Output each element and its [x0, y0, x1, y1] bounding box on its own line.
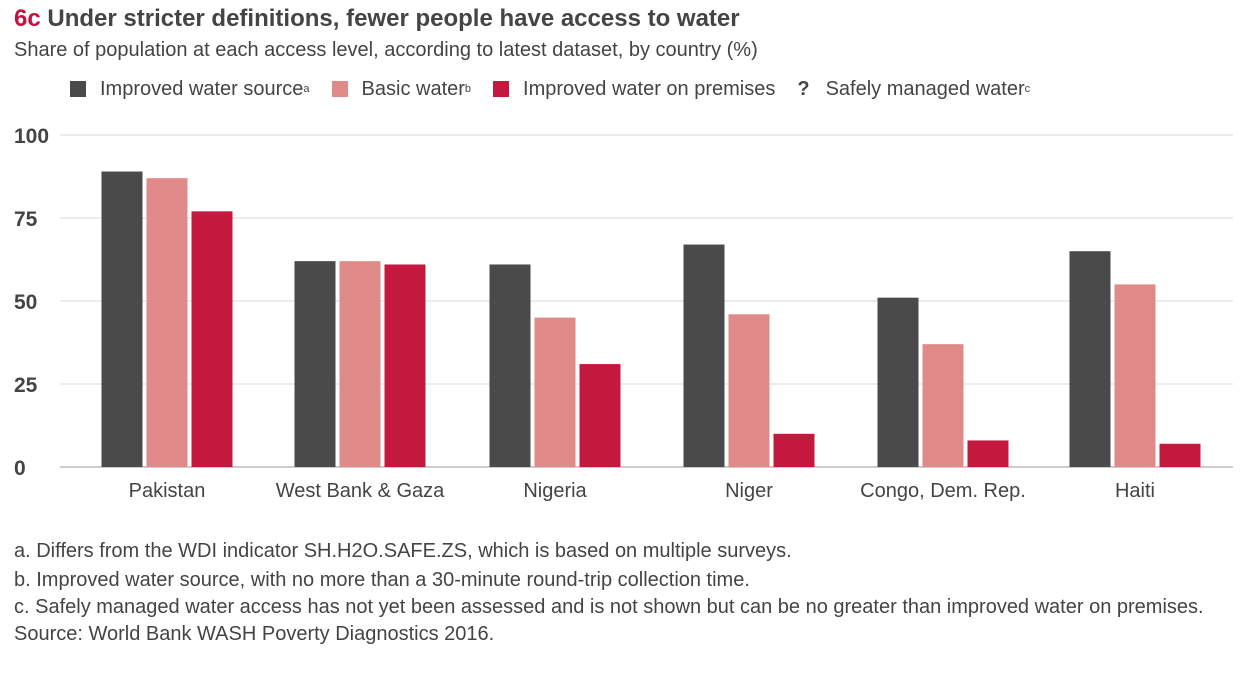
x-tick-label: Nigeria	[523, 480, 587, 502]
y-tick-label: 0	[14, 457, 26, 480]
bar	[967, 440, 1009, 467]
legend-label: Improved water on premises	[523, 77, 776, 100]
bar	[294, 261, 336, 467]
chart-title: 6c Under stricter definitions, fewer peo…	[14, 5, 740, 33]
footnote-a: a. Differs from the WDI indicator SH.H2O…	[14, 540, 792, 562]
title-text: Under stricter definitions, fewer people…	[47, 5, 740, 32]
legend-item-basic-water: Basic water b	[331, 77, 471, 101]
bar	[579, 364, 621, 467]
legend-item-safely-managed-water: ? Safely managed water c	[797, 77, 1031, 100]
bar	[489, 264, 531, 467]
figure-number: 6c	[14, 5, 41, 32]
legend-item-improved-water-source: Improved water source a	[70, 78, 310, 101]
legend: Improved water source a Basic water b Impr…	[70, 75, 1052, 103]
bar	[877, 297, 919, 467]
x-tick-label: Pakistan	[129, 480, 206, 502]
bar	[1159, 443, 1201, 467]
legend-label: Improved water source	[100, 77, 304, 100]
x-tick-label: Congo, Dem. Rep.	[860, 480, 1026, 502]
bar	[191, 211, 233, 467]
legend-item-improved-water-on-premises: Improved water on premises	[493, 78, 775, 101]
chart-subtitle: Share of population at each access level…	[14, 39, 758, 61]
legend-swatch-improved-water-source	[70, 81, 86, 97]
bar	[922, 344, 964, 467]
footnotes: a. Differs from the WDI indicator SH.H2O…	[14, 537, 1234, 649]
legend-swatch-improved-water-on-premises	[493, 81, 510, 97]
y-tick-label: 50	[14, 291, 37, 314]
question-mark-icon: ?	[797, 77, 810, 100]
bar	[384, 264, 426, 467]
bar	[728, 314, 770, 467]
x-tick-label: Haiti	[1115, 480, 1155, 502]
source-note: Source: World Bank WASH Poverty Diagnost…	[14, 623, 495, 645]
legend-swatch-basic-water	[331, 81, 348, 97]
footnote-b: b. Improved water source, with no more t…	[14, 569, 750, 591]
bar	[773, 433, 815, 467]
bar	[1114, 284, 1156, 467]
bar	[101, 171, 143, 467]
bar-chart: 0 25 50 75 100 Pakistan West Bank & Gaza Nigeri…	[14, 125, 1233, 502]
x-tick-label: Niger	[725, 480, 773, 502]
footnote-c: c. Safely managed water access has not y…	[14, 596, 1204, 618]
legend-label: Safely managed water	[825, 77, 1025, 100]
y-tick-label: 75	[14, 208, 38, 231]
bar	[339, 261, 381, 467]
legend-label: Basic water	[361, 77, 465, 100]
bar	[534, 317, 576, 467]
bar	[683, 244, 725, 467]
y-tick-label: 100	[14, 125, 49, 148]
bar	[146, 178, 188, 467]
x-tick-label: West Bank & Gaza	[276, 480, 445, 502]
bar	[1069, 251, 1111, 467]
y-tick-label: 25	[14, 374, 38, 397]
